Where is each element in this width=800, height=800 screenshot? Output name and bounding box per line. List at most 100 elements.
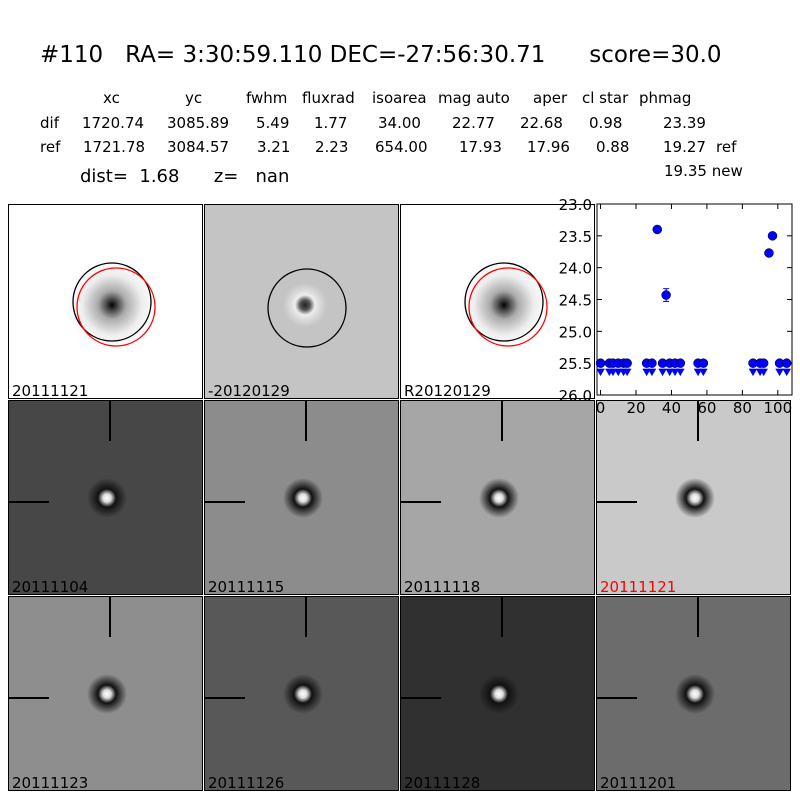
upper-limit-arrow [759, 369, 768, 377]
x-tick-label: 100 [763, 399, 792, 417]
table-cell: 0.98 [589, 114, 623, 132]
y-tick-label: 25.5 [559, 355, 592, 373]
stamp-panel: 20111104 [8, 400, 203, 595]
table-cell: 19.27 [663, 138, 706, 156]
stamp-date-label: -20120129 [208, 382, 290, 399]
upper-limit-arrow [642, 369, 651, 377]
y-tick-label: 25.0 [559, 323, 592, 341]
dist-z-line: dist= 1.68 z= nan [80, 166, 289, 187]
crosshair-vertical [109, 597, 111, 637]
column-header: aper [533, 89, 568, 107]
detection-point [652, 224, 663, 235]
crosshair-horizontal [9, 501, 49, 503]
stamp-date-label: 20111104 [12, 578, 89, 595]
table-cell: 17.93 [459, 138, 502, 156]
upper-limit-point [622, 358, 632, 368]
x-tick-label: 60 [697, 399, 716, 417]
crosshair-vertical [305, 597, 307, 637]
upper-limit-arrow [782, 369, 791, 377]
stamp-date-label: 20111121 [12, 382, 89, 399]
stamp-date-label: 20111126 [208, 774, 285, 791]
column-header: xc [103, 89, 120, 107]
upper-limit-point [698, 358, 709, 368]
row-label: dif [40, 114, 59, 132]
detection-point [767, 231, 778, 241]
upper-limit-arrow [671, 369, 679, 377]
table-cell: 1.77 [314, 114, 348, 132]
table-cell: 0.88 [596, 138, 630, 156]
y-tick-label: 24.0 [559, 260, 592, 278]
row-suffix: ref [716, 138, 737, 156]
lightcurve-plot: 23.0 23.5 24.0 24.5 25.0 25.5 26.00 20 40 60 80 100 [559, 196, 793, 417]
table-cell: 1721.78 [83, 138, 146, 156]
x-tick-label: 40 [662, 399, 681, 417]
column-header: phmag [639, 89, 692, 107]
table-cell: 3.21 [257, 138, 291, 156]
stamp-panel: 20111121 [596, 400, 791, 595]
crosshair-vertical [697, 401, 699, 441]
upper-limit-arrow [676, 369, 685, 377]
upper-limit-arrow [775, 369, 784, 377]
stamp-panel: 20111121 [8, 204, 203, 399]
upper-limit-point [781, 358, 792, 368]
table-cell: 3084.57 [167, 138, 230, 156]
stamp-panel: 20111115 [204, 400, 399, 595]
upper-limit-arrow [658, 369, 667, 377]
upper-limit-arrow [647, 369, 656, 377]
table-cell: 34.00 [378, 114, 421, 132]
detection-point [764, 248, 774, 258]
y-tick-label: 23.0 [559, 196, 592, 214]
stamp-panel: 20111201 [596, 596, 791, 791]
table-cell: 23.39 [663, 114, 706, 132]
table-cell: 1720.74 [82, 114, 145, 132]
column-header: isoarea [372, 89, 427, 107]
stamp-panel: 20111128 [400, 596, 595, 791]
upper-limit-arrow [749, 369, 757, 377]
x-tick-label: 20 [626, 399, 645, 417]
stamp-date-label: 20111201 [600, 774, 677, 791]
crosshair-horizontal [205, 697, 245, 699]
crosshair-vertical [305, 401, 307, 441]
upper-limit-arrow [694, 369, 703, 377]
upper-limit-point [595, 358, 606, 368]
table-cell: 654.00 [375, 138, 428, 156]
table-cell: 17.96 [527, 138, 570, 156]
y-tick-label: 24.5 [559, 292, 592, 310]
upper-limit-arrow [596, 369, 605, 377]
y-tick-label: 23.5 [559, 228, 592, 246]
new-mag: 19.35 new [664, 162, 743, 180]
table-cell: 22.68 [520, 114, 563, 132]
crosshair-horizontal [401, 501, 441, 503]
stamp-date-label: 20111123 [12, 774, 89, 791]
upper-limit-arrow [614, 369, 623, 377]
x-tick-label: 0 [596, 399, 606, 417]
table-cell: 22.77 [452, 114, 495, 132]
upper-limit-point [647, 358, 657, 368]
crosshair-vertical [109, 401, 111, 441]
aperture-circle [267, 268, 347, 348]
crosshair-horizontal [597, 697, 637, 699]
upper-limit-point [758, 358, 769, 368]
stamp-date-label: R20120129 [404, 382, 491, 399]
upper-limit-arrow [665, 369, 674, 377]
crosshair-vertical [501, 597, 503, 637]
figure-title: #110 RA= 3:30:59.110 DEC=-27:56:30.71 sc… [40, 42, 722, 68]
upper-limit-arrow [623, 369, 632, 377]
column-header: cl star [582, 89, 629, 107]
stamp-date-label: 20111121 [600, 578, 677, 595]
crosshair-horizontal [597, 501, 637, 503]
upper-limit-arrow [699, 369, 708, 377]
column-header: mag auto [438, 89, 510, 107]
column-header: fluxrad [302, 89, 355, 107]
stamp-panel: -20120129 [204, 204, 399, 399]
column-header: fwhm [246, 89, 288, 107]
crosshair-horizontal [9, 697, 49, 699]
stamp-panel: 20111126 [204, 596, 399, 791]
stamp-date-label: 20111115 [208, 578, 285, 595]
detection-point [661, 290, 671, 300]
upper-limit-point [675, 358, 686, 368]
crosshair-vertical [501, 401, 503, 441]
upper-limit-arrow [608, 369, 617, 377]
column-header: yc [185, 89, 203, 107]
table-cell: 3085.89 [167, 114, 230, 132]
